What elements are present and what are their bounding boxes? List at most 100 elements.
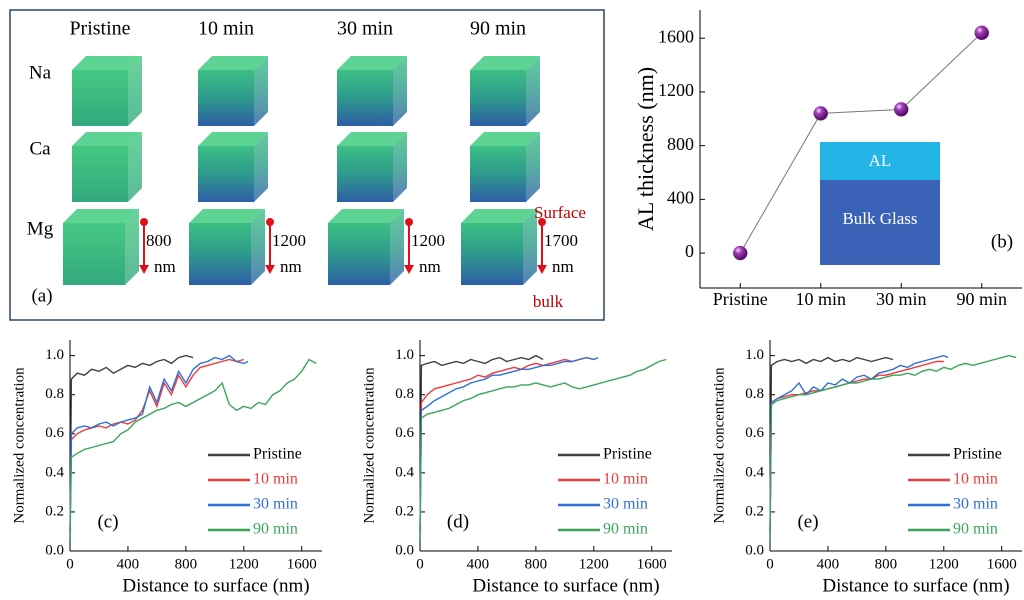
series-line [769, 354, 1017, 542]
connector-line [739, 32, 983, 254]
cube-front [470, 146, 526, 202]
legend-label: 30 min [603, 496, 648, 513]
arrow-head [404, 265, 414, 274]
cube-side [523, 209, 537, 285]
surface-label: Surface [534, 203, 586, 222]
arrow-head [265, 265, 275, 274]
x-axis-label: Distance to surface (nm) [822, 575, 1009, 596]
cube-top [461, 209, 537, 223]
series-line [419, 356, 594, 532]
x-axis-label: Distance to surface (nm) [122, 575, 309, 596]
y-tick-label: 800 [667, 134, 694, 154]
legend-label: Pristine [253, 446, 302, 463]
series-line [419, 356, 599, 532]
cube-top [470, 56, 540, 70]
cube-side [393, 56, 407, 126]
panel-label: (a) [31, 285, 52, 306]
inset-label: AL [869, 151, 892, 170]
y-tick-label: 0.8 [45, 386, 64, 402]
y-tick-label: 0.2 [395, 503, 414, 519]
y-tick-label: 1.0 [45, 347, 64, 363]
y-tick-label: 0.0 [745, 542, 764, 558]
cube-side [393, 132, 407, 202]
depth-label: nm [419, 257, 441, 276]
panel-frame [9, 9, 605, 321]
panel-label: (c) [97, 511, 118, 532]
column-label: 10 min [198, 18, 254, 40]
legend-label: 90 min [253, 521, 298, 538]
cube-top [328, 209, 404, 223]
y-tick-label: 0.4 [395, 464, 414, 480]
cube-front [198, 146, 254, 202]
cube-front [328, 223, 390, 285]
inset-al-layer [820, 142, 940, 180]
x-tick-label: 0 [66, 556, 74, 572]
cube-front [470, 70, 526, 126]
cube-front [337, 70, 393, 126]
y-tick-label: 0.4 [45, 464, 64, 480]
cube-top [72, 132, 142, 146]
y-tick-label: 0.6 [395, 425, 414, 441]
panel-label: (d) [447, 511, 469, 532]
legend-label: 90 min [953, 521, 998, 538]
data-point [894, 102, 909, 117]
inset-label: Bulk Glass [842, 209, 917, 228]
x-axis-label: Distance to surface (nm) [472, 575, 659, 596]
y-tick-label: 400 [667, 187, 694, 207]
x-tick-label: 0 [766, 556, 774, 572]
cube-top [198, 56, 268, 70]
series-line [419, 354, 544, 542]
legend-label: Pristine [603, 446, 652, 463]
cube-side [526, 56, 540, 126]
cube-top [72, 56, 142, 70]
panel-label: (e) [797, 511, 818, 532]
depth-label: nm [280, 257, 302, 276]
x-tick-label: 800 [525, 556, 548, 572]
y-tick-label: 0.8 [745, 386, 764, 402]
x-tick-label: 800 [875, 556, 898, 572]
y-tick-label: 1.0 [395, 347, 414, 363]
depth-label: 1200 [272, 231, 306, 250]
depth-label: 800 [146, 231, 172, 250]
cube-front [72, 146, 128, 202]
cube-front [189, 223, 251, 285]
cube-side [128, 56, 142, 126]
x-tick-label: 90 min [956, 289, 1007, 309]
y-tick-label: 0.6 [45, 425, 64, 441]
x-tick-label: 1200 [579, 556, 609, 572]
series-line [769, 360, 944, 532]
legend-label: 30 min [953, 496, 998, 513]
cube-front [63, 223, 125, 285]
cube-side [390, 209, 404, 285]
y-axis-label: Normalized concentration [11, 367, 27, 524]
legend-label: Pristine [953, 446, 1002, 463]
column-label: 90 min [470, 18, 526, 40]
y-tick-label: 0.2 [45, 503, 64, 519]
y-tick-label: 1600 [658, 26, 694, 46]
series-line [769, 354, 949, 532]
cube-front [337, 146, 393, 202]
depth-label: 1200 [411, 231, 445, 250]
x-tick-label: 1200 [229, 556, 259, 572]
x-tick-label: 1200 [929, 556, 959, 572]
y-tick-label: 0.6 [745, 425, 764, 441]
cube-side [125, 209, 139, 285]
column-label: 30 min [337, 18, 393, 40]
column-label: Pristine [69, 18, 130, 40]
x-tick-label: 400 [817, 556, 840, 572]
cube-top [337, 132, 407, 146]
cube-top [198, 132, 268, 146]
y-tick-label: 0.2 [745, 503, 764, 519]
y-axis-label: Normalized concentration [711, 367, 727, 524]
x-tick-label: Pristine [713, 289, 768, 309]
depth-label: 1700 [544, 231, 578, 250]
row-label: Na [29, 62, 52, 83]
y-tick-label: 0.0 [45, 542, 64, 558]
row-label: Ca [29, 138, 51, 159]
cube-side [526, 132, 540, 202]
cube-side [254, 132, 268, 202]
y-axis-label: AL thickness (nm) [633, 67, 658, 231]
y-tick-label: 0.8 [395, 386, 414, 402]
cube-front [461, 223, 523, 285]
